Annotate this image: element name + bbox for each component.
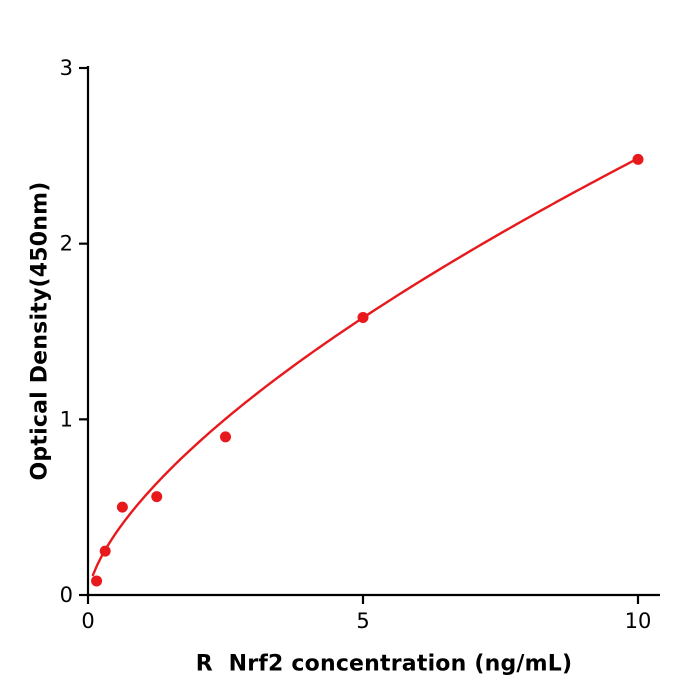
data-point	[220, 431, 231, 443]
x-axis-title: R Nrf2 concentration (ng/mL)	[195, 651, 573, 677]
x-tick-label: 5	[356, 609, 369, 633]
x-tick-label: 0	[81, 609, 94, 633]
y-tick-label: 2	[60, 232, 73, 256]
data-point	[632, 153, 644, 165]
y-axis-title: Optical Density(450nm)	[27, 181, 53, 481]
x-tick-label: 10	[625, 609, 652, 633]
data-point	[116, 501, 128, 513]
y-tick-label: 3	[60, 56, 73, 80]
y-tick-label: 1	[60, 407, 73, 431]
data-point	[91, 575, 103, 587]
axes-spines	[86, 66, 660, 597]
y-tick-label: 0	[60, 583, 73, 607]
data-point	[151, 491, 163, 503]
fit-curve	[91, 157, 640, 577]
data-point	[99, 545, 111, 557]
data-point	[357, 311, 369, 323]
